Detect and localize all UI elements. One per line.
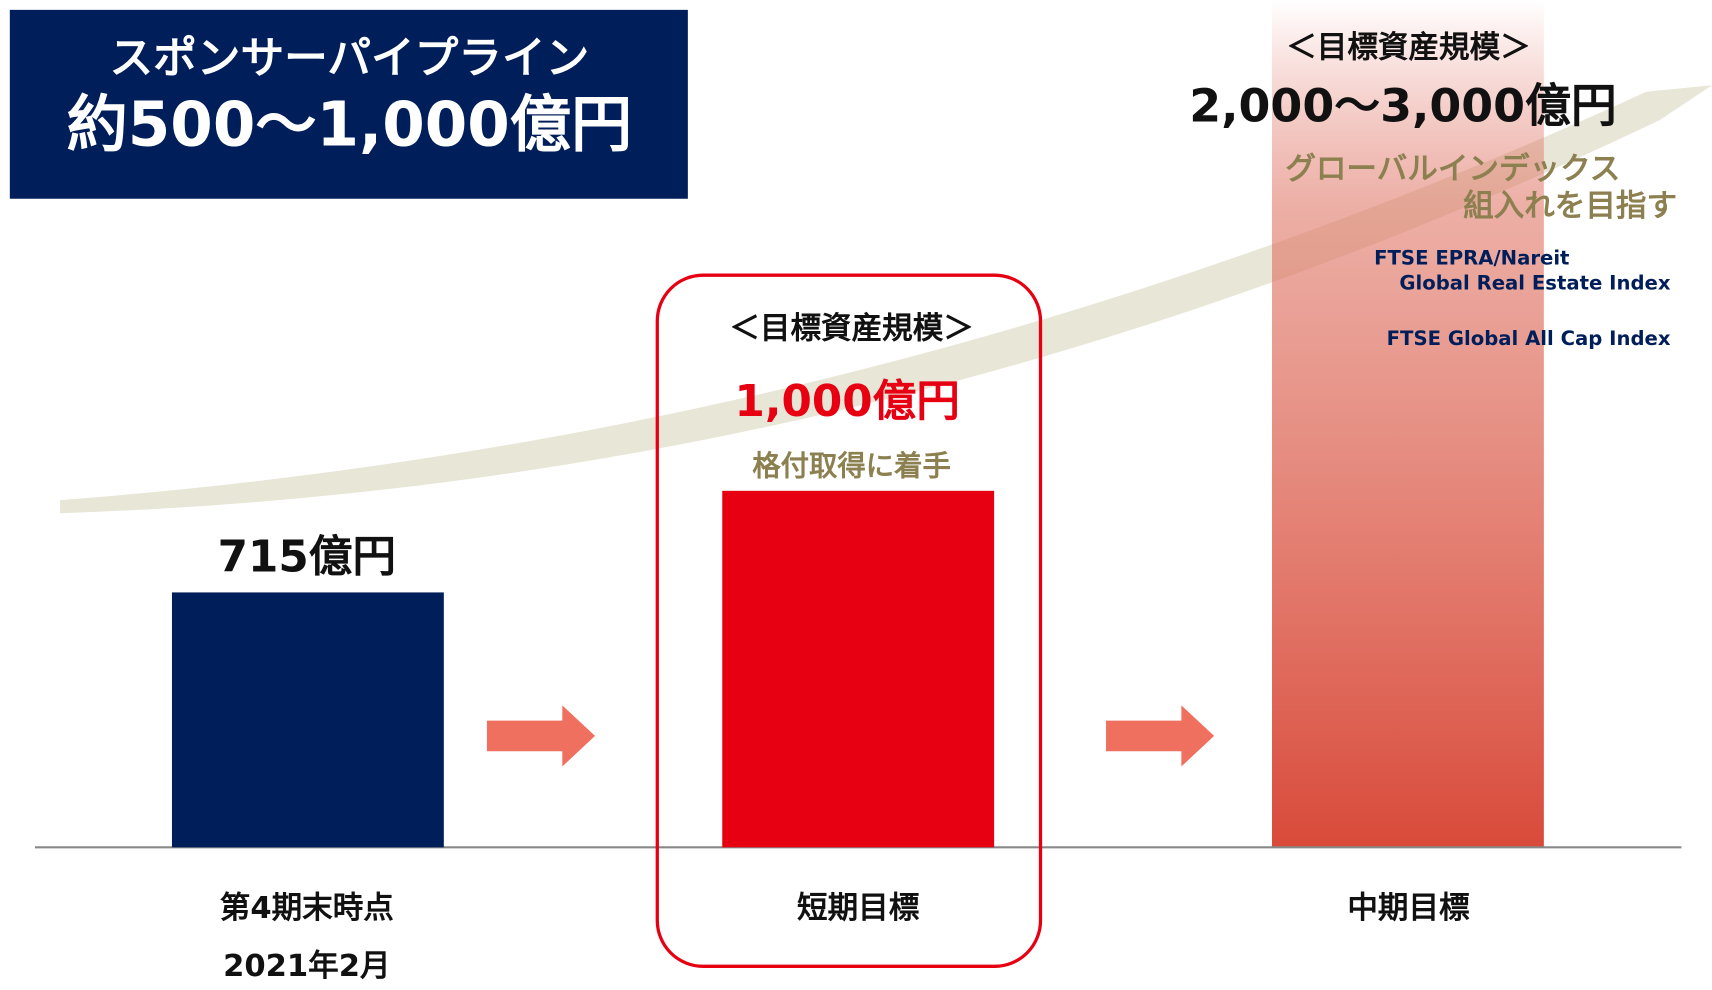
index-name: FTSE Global All Cap Index: [1387, 327, 1671, 350]
short-term-note: 格付取得に着手: [752, 449, 951, 482]
mid-term-amount: 2,000〜3,000億円: [1189, 79, 1617, 133]
pipeline-amount: 約500〜1,000億円: [67, 89, 632, 160]
index-name: Global Real Estate Index: [1399, 271, 1670, 294]
category-sublabel: 2021年2月: [223, 949, 390, 984]
value-label: 715億円: [218, 532, 396, 583]
mid-term-heading: ＜目標資産規模＞: [1286, 31, 1531, 66]
bar: [722, 490, 995, 848]
mid-term-note: グローバルインデックス: [1285, 151, 1620, 187]
value-label: 1,000億円: [735, 376, 960, 427]
arrow: [1106, 705, 1215, 767]
mid-term-note: 組入れを目指す: [1463, 189, 1677, 224]
short-term-heading: ＜目標資産規模＞: [729, 311, 973, 346]
pipeline-title: スポンサーパイプライン: [109, 33, 589, 84]
category-label: 短期目標: [797, 891, 920, 926]
category-label: 第4期末時点: [220, 890, 394, 926]
highlight-frame: [655, 273, 1043, 968]
category-label: 中期目標: [1347, 891, 1470, 926]
pipeline-box: [9, 9, 688, 199]
mid-term-bar: [1271, 0, 1544, 848]
bar: [171, 592, 444, 848]
arrow: [486, 705, 596, 767]
index-name: FTSE EPRA/Nareit: [1374, 246, 1569, 269]
